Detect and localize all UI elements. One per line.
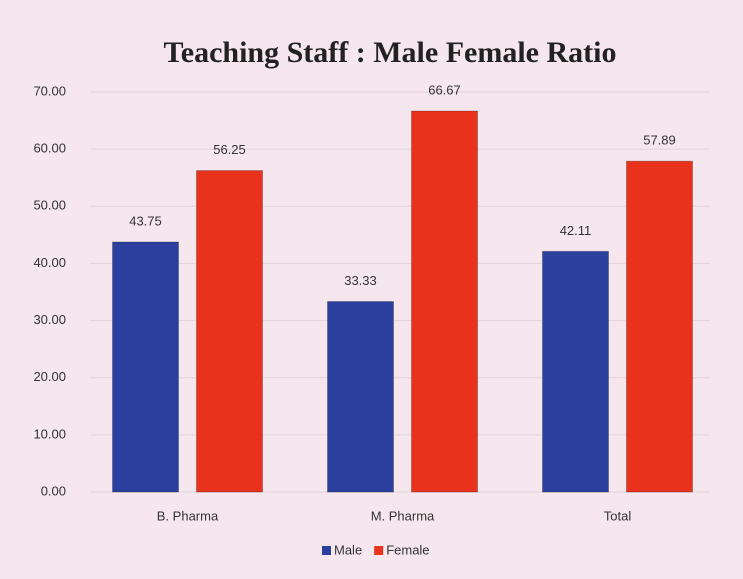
y-tick-label: 60.00 xyxy=(33,141,66,156)
x-tick-label: B. Pharma xyxy=(157,508,219,523)
bar xyxy=(196,170,263,493)
legend-label: Female xyxy=(386,542,429,557)
legend-swatch xyxy=(374,546,384,555)
y-tick-label: 10.00 xyxy=(33,426,66,441)
data-label: 42.11 xyxy=(560,223,592,238)
bar xyxy=(327,301,394,493)
y-tick-label: 50.00 xyxy=(33,198,66,213)
y-tick-label: 40.00 xyxy=(33,255,66,270)
y-tick-label: 0.00 xyxy=(41,483,66,498)
data-label: 56.25 xyxy=(213,142,246,157)
legend-label: Male xyxy=(334,542,362,557)
bar xyxy=(112,241,179,493)
bar xyxy=(626,160,693,493)
data-label: 57.89 xyxy=(643,133,676,148)
y-tick-label: 30.00 xyxy=(33,312,66,327)
y-tick-label: 20.00 xyxy=(33,369,66,384)
data-label: 43.75 xyxy=(129,213,162,228)
x-tick-label: Total xyxy=(604,508,632,523)
y-tick-label: 70.00 xyxy=(33,83,66,98)
data-label: 33.33 xyxy=(344,273,377,288)
data-label: 66.67 xyxy=(428,82,461,97)
x-tick-label: M. Pharma xyxy=(371,508,435,523)
bar xyxy=(542,250,609,493)
chart-title: Teaching Staff : Male Female Ratio xyxy=(164,36,617,69)
bar xyxy=(411,110,478,493)
legend-swatch xyxy=(322,546,331,555)
